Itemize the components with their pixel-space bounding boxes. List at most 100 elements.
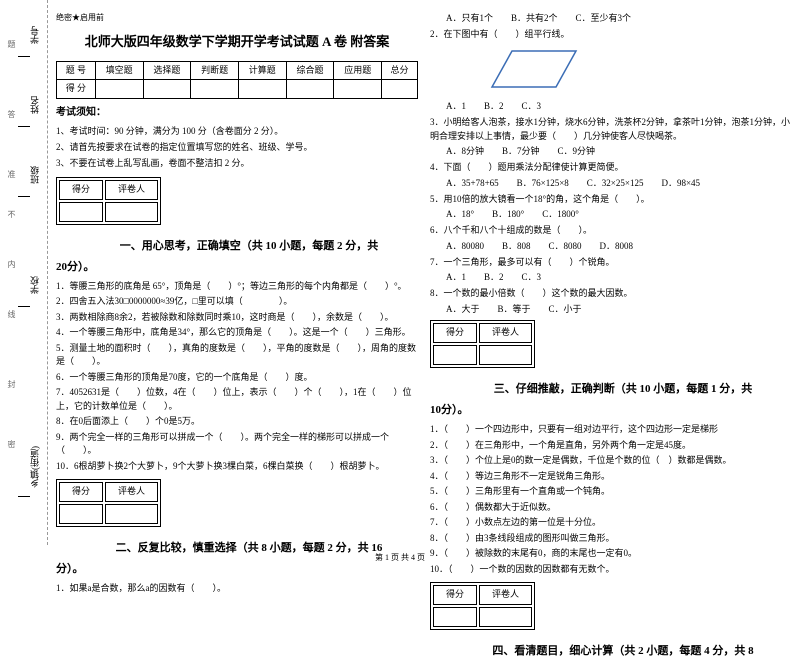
seal-char: 准	[6, 170, 17, 184]
seal-char: 线	[6, 310, 17, 324]
opts: A．大于 B．等于 C．小于	[430, 303, 792, 317]
q: 5．用10倍的放大镜看一个18°的角，这个角是（ ）。	[430, 193, 792, 207]
right-column: A．只有1个 B．共有2个 C．至少有3个 2．在下图中有（ ）组平行线。 A．…	[430, 12, 792, 541]
margin-label-class: 班级	[28, 166, 41, 184]
q: 6．（ ）偶数都大于近似数。	[430, 501, 792, 515]
header-cell: 计算题	[238, 61, 286, 80]
header-cell	[334, 80, 382, 99]
margin-line	[18, 496, 30, 497]
q: 8．一个数的最小倍数（ ）这个数的最大因数。	[430, 287, 792, 301]
score-cell: 评卷人	[105, 180, 158, 200]
q: 1．（ ）一个四边形中，只要有一组对边平行，这个四边形一定是梯形	[430, 423, 792, 437]
margin-label-school: 学校	[28, 276, 41, 294]
q: 3．（ ）个位上是0的数一定是偶数，千位是个数的位（ ）数都是偶数。	[430, 454, 792, 468]
page-footer: 第 1 页 共 4 页	[0, 552, 800, 563]
margin-line	[18, 306, 30, 307]
header-cell: 得 分	[57, 80, 96, 99]
q: 8．（ ）由3条线段组成的图形叫做三角形。	[430, 532, 792, 546]
margin-label-name: 姓名	[28, 96, 41, 114]
header-cell: 判断题	[191, 61, 239, 80]
seal-char: 不	[6, 210, 17, 224]
header-cell: 综合题	[286, 61, 334, 80]
score-box: 得分评卷人	[56, 177, 161, 225]
notice-list: 1、考试时间：90 分钟，满分为 100 分（含卷面分 2 分）。 2、请首先按…	[56, 125, 418, 171]
left-column: 绝密★启用前 北师大版四年级数学下学期开学考试试题 A 卷 附答案 题 号 填空…	[56, 12, 418, 541]
q: 4．一个等腰三角形中，底角是34°，那么它的顶角是（ ）。这是一个（ ）三角形。	[56, 326, 418, 340]
section3-title: 三、仔细推敲，正确判断（共 10 小题，每题 1 分，共	[430, 381, 792, 398]
margin-line	[18, 56, 30, 57]
q: 6．一个等腰三角形的顶角是70度，它的一个底角是（ ）度。	[56, 371, 418, 385]
score-cell: 得分	[433, 323, 477, 343]
margin-line	[18, 126, 30, 127]
q: 3．小明给客人泡茶，接水1分钟，烧水6分钟，洗茶杯2分钟，拿茶叶1分钟，泡茶1分…	[430, 116, 792, 143]
q: 8．在0后面添上（ ）个0是5万。	[56, 415, 418, 429]
header-cell	[95, 80, 143, 99]
seal-char: 密	[6, 440, 17, 454]
seal-char: 题	[6, 40, 17, 54]
score-box: 得分评卷人	[430, 582, 535, 630]
q: 7．一个三角形，最多可以有（ ）个锐角。	[430, 256, 792, 270]
score-header-table: 题 号 填空题 选择题 判断题 计算题 综合题 应用题 总分 得 分	[56, 61, 418, 100]
notice-item: 3、不要在试卷上乱写乱画，卷面不整洁扣 2 分。	[56, 157, 418, 171]
q: 5．测量土地的面积时（ ），真角的度数是（ ），平角的度数是（ ），周角的度数是…	[56, 342, 418, 369]
opts: A．35+78+65 B．76×125×8 C．32×25×125 D．98×4…	[430, 177, 792, 191]
q: 9．两个完全一样的三角形可以拼成一个（ ）。两个完全一样的梯形可以拼成一个（ ）…	[56, 431, 418, 458]
rhombus-icon	[490, 47, 580, 91]
q: 2．四舍五入法30□0000000≈39亿，□里可以填（ ）。	[56, 295, 418, 309]
score-cell	[59, 504, 103, 524]
q: 1．等腰三角形的底角是 65°，顶角是（ ）°；等边三角形的每个内角都是（ ）°…	[56, 280, 418, 294]
seal-char: 内	[6, 260, 17, 274]
score-cell: 评卷人	[105, 482, 158, 502]
q: 5．（ ）三角形里有一个直角或一个钝角。	[430, 485, 792, 499]
margin-label-town: 乡镇(街道)	[28, 446, 41, 488]
binding-margin: 学号 姓名 班级 学校 乡镇(街道) 题 答 准 不 内 线 封 密	[0, 0, 48, 545]
score-box: 得分评卷人	[430, 320, 535, 368]
score-cell	[479, 607, 532, 627]
seal-char: 答	[6, 110, 17, 124]
notice-title: 考试须知：	[56, 105, 418, 121]
q: 2．（ ）在三角形中，一个角是直角，另外两个角一定是45度。	[430, 439, 792, 453]
header-cell	[286, 80, 334, 99]
margin-label-id: 学号	[28, 26, 41, 44]
opts: A．1 B．2 C．3	[430, 271, 792, 285]
q: 7．（ ）小数点左边的第一位是十分位。	[430, 516, 792, 530]
q: 10．6根胡萝卜换2个大萝卜，9个大萝卜换3棵白菜，6棵白菜换（ ）根胡萝卜。	[56, 460, 418, 474]
score-cell	[479, 345, 532, 365]
header-cell	[238, 80, 286, 99]
opts: A．1 B．2 C．3	[430, 100, 792, 114]
score-cell	[105, 504, 158, 524]
score-cell: 得分	[59, 180, 103, 200]
notice-item: 1、考试时间：90 分钟，满分为 100 分（含卷面分 2 分）。	[56, 125, 418, 139]
section2-title2: 分）。	[56, 561, 418, 578]
score-cell	[433, 607, 477, 627]
opts: A．只有1个 B．共有2个 C．至少有3个	[430, 12, 792, 26]
score-cell	[59, 202, 103, 222]
section1-title2: 20分）。	[56, 259, 418, 276]
score-cell	[105, 202, 158, 222]
opts: A．80080 B．808 C．8080 D．8008	[430, 240, 792, 254]
score-cell: 评卷人	[479, 323, 532, 343]
score-box: 得分评卷人	[56, 479, 161, 527]
header-cell	[191, 80, 239, 99]
q: 3．两数相除商8余2，若被除数和除数同时乘10，这时商是（ ），余数是（ ）。	[56, 311, 418, 325]
q: 2．在下图中有（ ）组平行线。	[430, 28, 792, 42]
header-cell: 填空题	[95, 61, 143, 80]
score-cell: 得分	[59, 482, 103, 502]
header-cell: 选择题	[143, 61, 191, 80]
main-content: 绝密★启用前 北师大版四年级数学下学期开学考试试题 A 卷 附答案 题 号 填空…	[48, 0, 800, 545]
header-cell	[143, 80, 191, 99]
exam-title: 北师大版四年级数学下学期开学考试试题 A 卷 附答案	[56, 32, 418, 52]
seal-char: 封	[6, 380, 17, 394]
score-cell	[433, 345, 477, 365]
opts: A．8分钟 B．7分钟 C．9分钟	[430, 145, 792, 159]
header-cell: 总分	[382, 61, 418, 80]
section4-title: 四、看清题目，细心计算（共 2 小题，每题 4 分，共 8	[430, 643, 792, 660]
opts: A．18° B．180° C．1800°	[430, 208, 792, 222]
secret-label: 绝密★启用前	[56, 12, 418, 24]
margin-line	[18, 196, 30, 197]
q: 6．八个千和八个十组成的数是（ ）。	[430, 224, 792, 238]
q: 1．如果a是合数，那么a的因数有（ ）。	[56, 582, 418, 596]
q: 7．4052631是（ ）位数，4在（ ）位上，表示（ ）个（ ），1在（ ）位…	[56, 386, 418, 413]
header-cell: 题 号	[57, 61, 96, 80]
score-cell: 得分	[433, 585, 477, 605]
